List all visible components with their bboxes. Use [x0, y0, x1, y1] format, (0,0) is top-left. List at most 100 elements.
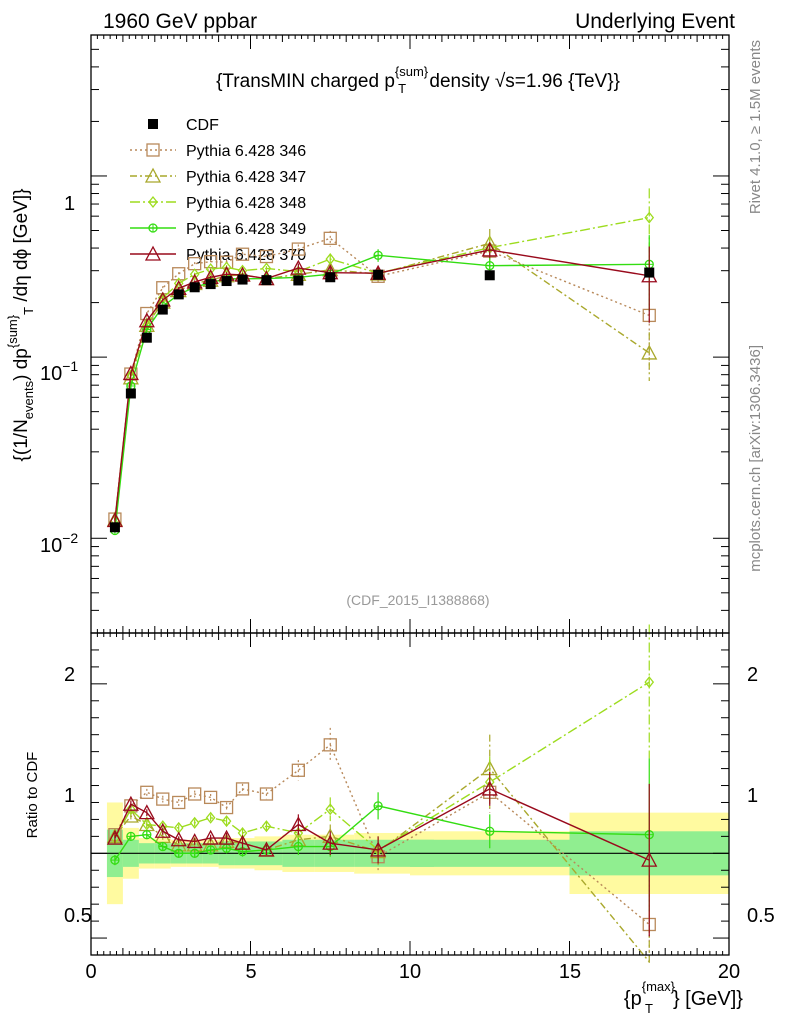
- process-header: Underlying Event: [575, 10, 735, 33]
- series-point-main-0-10: [291, 242, 306, 256]
- y-axis-label: {(1/Nevents) dp{sum}T /dη dϕ [GeV]}: [5, 189, 36, 462]
- series-point-ratio-3-6: [205, 845, 216, 855]
- series-point-ratio-4-12: [370, 841, 387, 857]
- axes-frames: [90, 34, 730, 956]
- legend-marker-0: [146, 143, 160, 157]
- series-point-main-2-14: [644, 211, 655, 224]
- series-point-ratio-0-8: [235, 782, 250, 796]
- series-point-ratio-0-4: [172, 795, 186, 810]
- series-line-main-3: [114, 254, 650, 531]
- plot-title: {TransMIN charged p{sum} T density √s=1.9…: [216, 64, 620, 96]
- cdf-point-5: [189, 282, 200, 293]
- x-axis-label: {p{max} T} [GeV]}: [624, 979, 743, 1016]
- x-tick-label-15: 15: [559, 961, 581, 983]
- series-point-ratio-4-4: [170, 831, 187, 847]
- legend-marker-1: [144, 167, 162, 183]
- series-point-ratio-0-10: [291, 763, 306, 777]
- series-point-ratio-0-5: [188, 787, 202, 801]
- series-point-ratio-0-9: [259, 787, 274, 801]
- series-point-ratio-3-12: [373, 801, 383, 811]
- x-tick-label-20: 20: [718, 961, 740, 983]
- rivet-label: Rivet 4.1.0, ≥ 1.5M events: [747, 40, 764, 214]
- analysis-tag: (CDF_2015_I1388868): [346, 592, 489, 608]
- series-point-ratio-4-13: [481, 780, 498, 796]
- series-point-main-2-1: [126, 369, 136, 382]
- cdf-point-11: [325, 272, 336, 283]
- cdf-point-14: [644, 267, 655, 278]
- legend-label-347: Pythia 6.428 347: [186, 169, 306, 186]
- series-point-ratio-4-8: [234, 834, 251, 850]
- series-point-ratio-4-14: [641, 851, 658, 867]
- series-point-ratio-3-2: [142, 830, 152, 840]
- series-point-ratio-0-11: [323, 738, 337, 752]
- series-point-ratio-3-13: [485, 826, 495, 836]
- y-tick-label-1: 1: [64, 193, 75, 215]
- cdf-point-12: [373, 269, 384, 280]
- chart-marks: [106, 119, 658, 964]
- series-point-ratio-3-3: [158, 841, 168, 852]
- series-point-ratio-3-7: [221, 843, 232, 853]
- series-point-main-0-8: [235, 247, 250, 261]
- series-point-ratio-3-5: [190, 848, 200, 858]
- cdf-point-8: [237, 274, 248, 285]
- x-tick-label-5: 5: [245, 961, 256, 983]
- series-point-ratio-2-5: [189, 816, 200, 829]
- series-point-ratio-2-6: [205, 811, 216, 824]
- series-point-ratio-0-6: [203, 790, 218, 805]
- series-point-main-3-12: [373, 250, 383, 260]
- series-point-main-4-2: [138, 312, 155, 328]
- series-point-main-4-13: [481, 241, 498, 257]
- series-point-ratio-4-5: [186, 833, 203, 849]
- legend-marker-cdf: [148, 119, 158, 129]
- series-point-ratio-0-2: [140, 785, 154, 799]
- series-point-ratio-4-10: [290, 816, 307, 832]
- series-point-ratio-2-2: [141, 818, 152, 831]
- series-point-ratio-4-7: [218, 829, 235, 845]
- cdf-point-2: [141, 332, 152, 343]
- series-point-ratio-2-14: [644, 676, 655, 689]
- legend-marker-4: [144, 245, 162, 261]
- series-point-main-1-14: [641, 344, 658, 360]
- ratio-tick-label-right-1: 1: [747, 785, 758, 807]
- series-point-ratio-2-1: [126, 803, 136, 816]
- ratio-tick-label-1: 1: [64, 785, 75, 807]
- series-point-ratio-2-10: [293, 826, 304, 840]
- series-point-ratio-4-0: [106, 829, 124, 845]
- series-point-main-0-11: [323, 231, 337, 245]
- energy-header: 1960 GeV ppbar: [103, 10, 257, 33]
- series-point-main-2-5: [189, 268, 200, 281]
- series-point-ratio-4-9: [258, 841, 275, 857]
- ratio-axis-label: Ratio to CDF: [24, 752, 41, 839]
- legend-label-348: Pythia 6.428 348: [186, 195, 306, 212]
- series-point-ratio-0-7: [219, 800, 234, 815]
- series-point-ratio-4-11: [322, 834, 339, 850]
- ratio-tick-label-2: 2: [64, 664, 75, 686]
- series-line-ratio-2: [114, 681, 650, 851]
- cdf-point-3: [157, 304, 168, 315]
- series-point-ratio-2-8: [237, 826, 248, 840]
- cdf-point-9: [261, 275, 272, 286]
- legend-marker-3: [148, 223, 158, 233]
- series-point-main-4-10: [290, 259, 307, 275]
- cdf-point-10: [293, 275, 304, 286]
- series-point-main-2-9: [261, 262, 272, 275]
- cdf-point-7: [221, 276, 232, 287]
- series-point-main-4-1: [122, 365, 139, 381]
- series-point-ratio-2-9: [261, 820, 272, 833]
- x-tick-label-0: 0: [85, 961, 96, 983]
- cdf-point-13: [484, 270, 495, 281]
- legend-label-349: Pythia 6.428 349: [186, 221, 306, 238]
- series-point-main-3-13: [485, 261, 495, 271]
- series-point-ratio-3-10: [293, 841, 304, 852]
- cdf-point-6: [205, 279, 216, 290]
- legend-marker-2: [148, 195, 158, 209]
- x-tick-label-10: 10: [399, 961, 421, 983]
- series-point-main-2-11: [325, 253, 336, 266]
- series-point-ratio-4-1: [122, 795, 139, 811]
- y-tick-label-0.1: 10−1: [40, 358, 78, 385]
- series-point-main-0-4: [172, 267, 186, 281]
- series-point-ratio-4-2: [138, 804, 155, 820]
- cdf-point-4: [173, 289, 184, 300]
- ratio-tick-label-right-0.5: 0.5: [747, 905, 775, 927]
